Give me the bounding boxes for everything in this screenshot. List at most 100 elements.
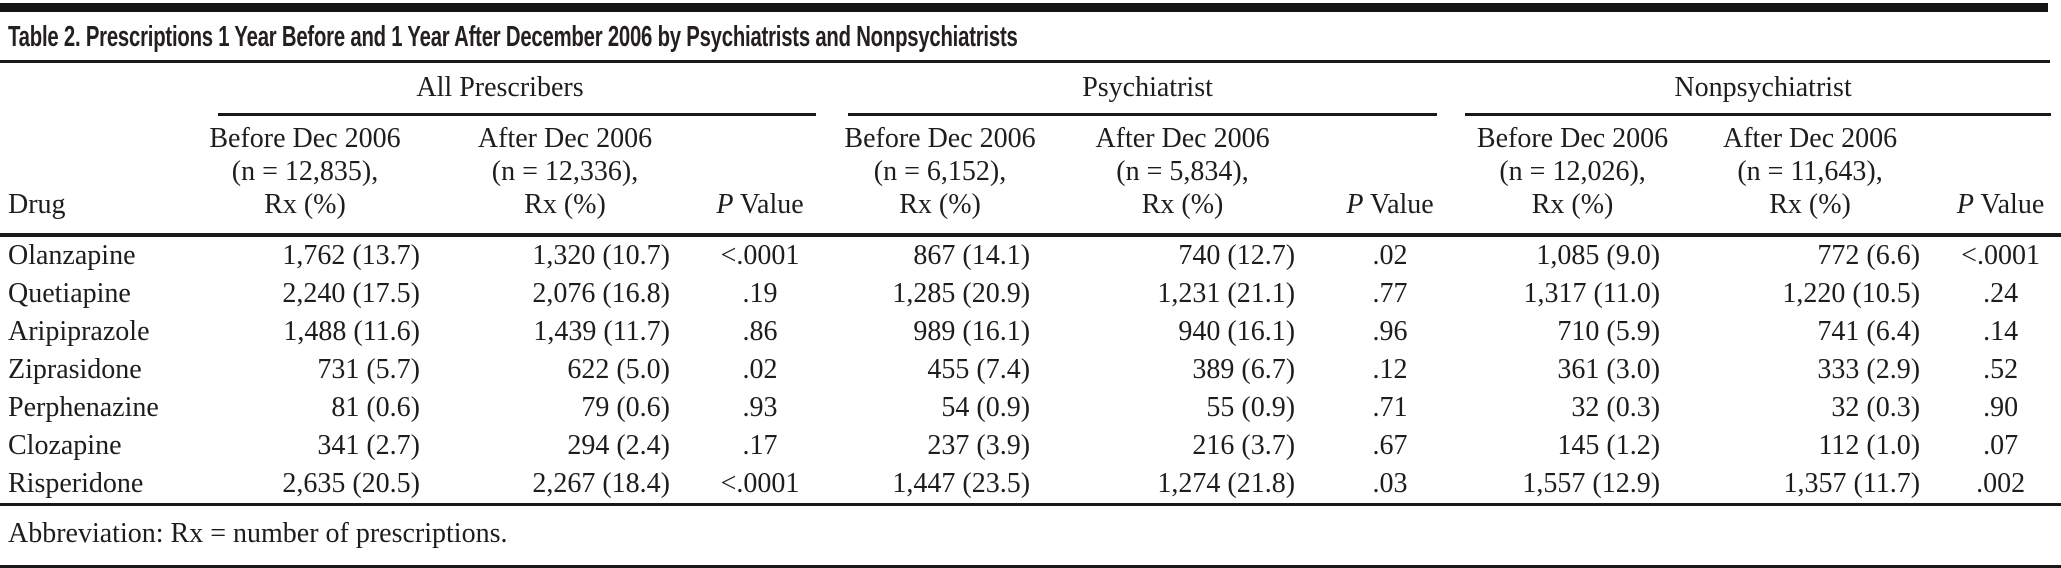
group-label: All Prescribers — [416, 72, 584, 103]
table-row: Olanzapine 1,762 (13.7) 1,320 (10.7) <.0… — [0, 235, 2061, 275]
group-underline — [218, 113, 817, 116]
rx-cell: 32 (0.3) — [1831, 392, 1921, 423]
rx-cell: 1,317 (11.0) — [1523, 278, 1661, 309]
p-value-word: Value — [1363, 189, 1434, 220]
rx-cell: 145 (1.2) — [1557, 430, 1661, 461]
rx-cell: 216 (3.7) — [1192, 430, 1296, 461]
abbreviation-note: Abbreviation: Rx = number of prescriptio… — [0, 504, 2061, 568]
header-line: (n = 12,336), — [491, 156, 639, 187]
p-value-cell: .77 — [1372, 278, 1408, 309]
p-value-cell: .02 — [742, 354, 778, 385]
footnote-row: Abbreviation: Rx = number of prescriptio… — [0, 504, 2061, 568]
group-header-nonpsychiatrist: Nonpsychiatrist — [1465, 63, 2061, 116]
rx-cell: 731 (5.7) — [317, 354, 420, 385]
rx-cell: 32 (0.3) — [1571, 392, 1661, 423]
group-underline — [848, 113, 1438, 116]
table-row: Ziprasidone 731 (5.7) 622 (5.0) .02 455 … — [0, 351, 2061, 389]
p-value-cell: .03 — [1315, 465, 1466, 506]
group-header-all-prescribers: All Prescribers — [170, 63, 830, 116]
rx-cell: 741 (6.4) — [1817, 316, 1921, 347]
rx-cell: 622 (5.0) — [567, 354, 670, 385]
group-header-row: All Prescribers Psychiatrist Nonpsychiat… — [0, 63, 2061, 116]
p-value-cell: .71 — [1372, 392, 1408, 423]
p-value-cell: .52 — [1983, 354, 2019, 385]
rx-cell: 1,231 (21.1) — [1157, 278, 1296, 309]
rx-cell: 740 (12.7) — [1178, 240, 1296, 271]
rx-cell: 389 (6.7) — [1192, 354, 1296, 385]
p-value-cell: .86 — [742, 316, 778, 347]
psy-after-column-header: After Dec 2006 (n = 5,834), Rx (%) — [1050, 116, 1316, 237]
rx-cell: 79 (0.6) — [581, 392, 670, 423]
rx-cell: 1,357 (11.7) — [1680, 465, 1941, 506]
group-label: Nonpsychiatrist — [1674, 72, 1852, 103]
p-value-cell: .12 — [1372, 354, 1408, 385]
rx-cell: 772 (6.6) — [1817, 240, 1921, 271]
drug-name: Olanzapine — [8, 240, 136, 271]
rx-cell: 294 (2.4) — [567, 430, 670, 461]
header-line: (n = 5,834), — [1116, 156, 1249, 187]
rx-cell: 55 (0.9) — [1206, 392, 1296, 423]
all-after-column-header: After Dec 2006 (n = 12,336), Rx (%) — [440, 116, 690, 237]
p-value-cell: <.0001 — [720, 240, 800, 271]
rx-cell: 237 (3.9) — [927, 430, 1031, 461]
drug-column-header: Drug — [0, 116, 170, 237]
table-row: Quetiapine 2,240 (17.5) 2,076 (16.8) .19… — [0, 275, 2061, 313]
rx-cell: 333 (2.9) — [1817, 354, 1921, 385]
header-line: Rx (%) — [524, 189, 606, 220]
rx-cell: 341 (2.7) — [317, 430, 420, 461]
p-italic: P — [716, 189, 734, 220]
p-value-cell: .002 — [1940, 465, 2061, 506]
p-value-cell: .93 — [742, 392, 778, 423]
header-line: After Dec 2006 — [1095, 123, 1270, 154]
header-line: (n = 11,643), — [1737, 156, 1883, 187]
p-value-cell: .96 — [1372, 316, 1408, 347]
title-divider — [0, 60, 2050, 63]
non-before-column-header: Before Dec 2006 (n = 12,026), Rx (%) — [1465, 116, 1681, 237]
group-underline — [1465, 113, 2052, 116]
rx-cell: 455 (7.4) — [927, 354, 1031, 385]
table-row: Perphenazine 81 (0.6) 79 (0.6) .93 54 (0… — [0, 389, 2061, 427]
header-line: Before Dec 2006 — [1476, 123, 1669, 154]
table-row: Risperidone 2,635 (20.5) 2,267 (18.4) <.… — [0, 465, 2061, 506]
p-value-cell: .17 — [742, 430, 778, 461]
prescriptions-table: All Prescribers Psychiatrist Nonpsychiat… — [0, 63, 2061, 568]
non-p-value-column-header: P Value — [1940, 116, 2061, 237]
header-line: Before Dec 2006 — [209, 123, 401, 154]
rx-cell: 1,220 (10.5) — [1782, 278, 1921, 309]
header-line: (n = 6,152), — [873, 156, 1007, 187]
non-after-column-header: After Dec 2006 (n = 11,643), Rx (%) — [1680, 116, 1941, 237]
rx-cell: 1,285 (20.9) — [892, 278, 1031, 309]
p-value-cell: .90 — [1983, 392, 2019, 423]
p-value-cell: .02 — [1372, 240, 1408, 271]
rx-cell: 710 (5.9) — [1557, 316, 1661, 347]
column-header-row: Drug Before Dec 2006 (n = 12,835), Rx (%… — [0, 116, 2061, 237]
header-line: Before Dec 2006 — [844, 123, 1036, 154]
p-value-cell: .07 — [1983, 430, 2019, 461]
p-value-cell: .24 — [1983, 278, 2019, 309]
table-body: Olanzapine 1,762 (13.7) 1,320 (10.7) <.0… — [0, 235, 2061, 568]
rx-cell: 867 (14.1) — [913, 240, 1031, 271]
header-line: Rx (%) — [899, 189, 981, 220]
header-line: Rx (%) — [1769, 189, 1851, 220]
top-black-bar — [0, 3, 2048, 12]
header-line: Rx (%) — [1141, 189, 1224, 220]
table-title: Table 2. Prescriptions 1 Year Before and… — [8, 21, 2061, 54]
rx-cell: 81 (0.6) — [331, 392, 420, 423]
corner-cell — [0, 63, 170, 116]
p-value-word: Value — [1974, 189, 2045, 220]
p-italic: P — [1346, 189, 1364, 220]
all-p-value-column-header: P Value — [690, 116, 831, 237]
drug-name: Perphenazine — [8, 392, 159, 423]
rx-cell: 1,320 (10.7) — [532, 240, 670, 271]
rx-cell: 361 (3.0) — [1557, 354, 1661, 385]
p-italic: P — [1956, 189, 1974, 220]
header-line: After Dec 2006 — [1722, 123, 1898, 154]
rx-cell: 1,439 (11.7) — [533, 316, 670, 347]
rx-cell: 1,557 (12.9) — [1465, 465, 1681, 506]
rx-cell: 54 (0.9) — [941, 392, 1031, 423]
header-line: (n = 12,026), — [1499, 156, 1646, 187]
header-line: After Dec 2006 — [477, 123, 653, 154]
rx-cell: 989 (16.1) — [913, 316, 1031, 347]
p-value-cell: .67 — [1372, 430, 1408, 461]
header-line: Rx (%) — [1531, 189, 1614, 220]
